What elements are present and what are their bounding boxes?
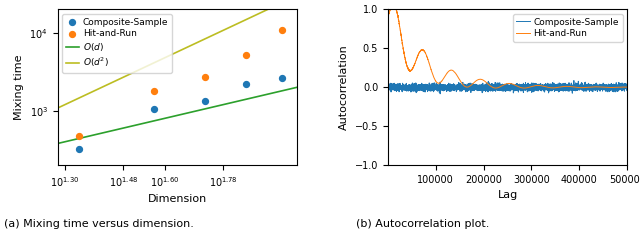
X-axis label: Dimension: Dimension [148,194,207,204]
Text: (b) Autocorrelation plot.: (b) Autocorrelation plot. [356,219,489,229]
Composite-Sample [74,148,84,151]
Line: Composite-Sample: Composite-Sample [388,9,627,94]
Legend: Composite-Sample, Hit-and-Run, $O(d)$, $O(d^2)$: Composite-Sample, Hit-and-Run, $O(d)$, $… [62,14,172,73]
Composite-Sample [623,86,631,89]
Hit-and-Run [431,78,438,81]
Hit-and-Run [600,86,607,89]
Composite-Sample [606,86,614,89]
Composite-Sample [241,82,251,86]
Line: Hit-and-Run: Hit-and-Run [388,9,627,88]
Composite-Sample [608,85,616,88]
Hit-and-Run [606,86,614,89]
Hit-and-Run [623,86,631,88]
Hit-and-Run [200,75,211,79]
Hit-and-Run [148,89,159,93]
Composite-Sample [384,8,392,11]
Composite-Sample [600,85,607,88]
Hit-and-Run [608,86,616,89]
X-axis label: Lag: Lag [497,190,518,200]
Composite-Sample [550,88,557,91]
Hit-and-Run [384,8,392,11]
Legend: Composite-Sample, Hit-and-Run: Composite-Sample, Hit-and-Run [513,14,623,42]
Hit-and-Run [550,86,557,89]
Hit-and-Run [74,134,84,138]
Y-axis label: Mixing time: Mixing time [14,55,24,120]
Composite-Sample [148,107,159,111]
Hit-and-Run [276,28,287,32]
Text: (a) Mixing time versus dimension.: (a) Mixing time versus dimension. [4,219,194,229]
Composite-Sample [436,92,444,95]
Composite-Sample [200,99,211,102]
Hit-and-Run [500,84,508,86]
Composite-Sample [431,81,438,84]
Hit-and-Run [241,53,251,57]
Composite-Sample [276,76,287,80]
Composite-Sample [500,86,508,89]
Hit-and-Run [520,87,528,89]
Y-axis label: Autocorrelation: Autocorrelation [339,44,349,130]
